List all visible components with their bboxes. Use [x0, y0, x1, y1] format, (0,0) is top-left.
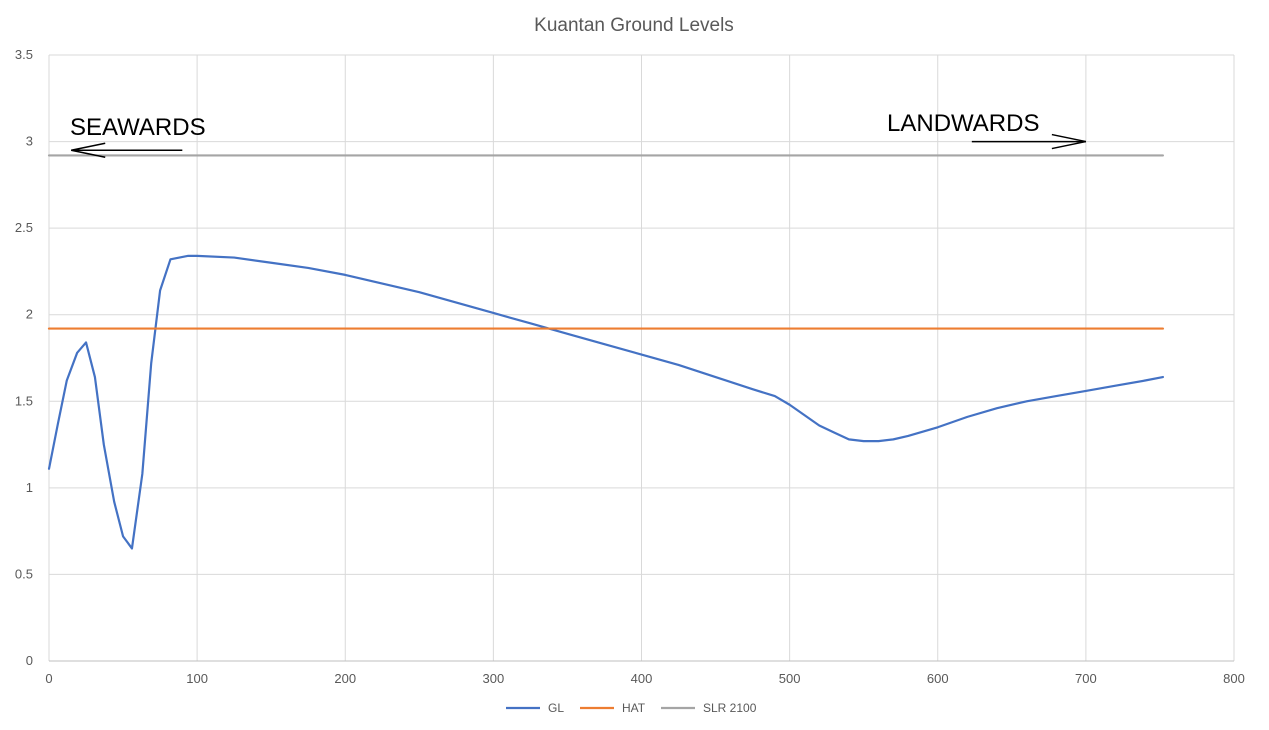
y-tick-label: 2	[26, 307, 33, 322]
landwards-annotation-text: LANDWARDS	[887, 110, 1039, 137]
x-tick-label: 0	[45, 671, 52, 686]
series-line-gl	[47, 254, 1164, 550]
x-tick-label: 300	[483, 671, 505, 686]
y-tick-label: 2.5	[15, 220, 33, 235]
annotation-arrowhead-1	[1051, 133, 1087, 150]
legend-gl-label: GL	[548, 701, 564, 715]
y-tick-label: 0.5	[15, 566, 33, 581]
x-tick-label: 200	[334, 671, 356, 686]
y-tick-label: 1	[26, 480, 33, 495]
annotation-arrowhead-0	[71, 142, 106, 158]
x-tick-label: 600	[927, 671, 949, 686]
axis-layer: 0 100 200 300 400 500 600 700 800 0 0.5 1 1.5 2 2.5 3 3.…	[15, 47, 1245, 686]
y-tick-label: 3.5	[15, 47, 33, 62]
x-tick-label: 800	[1223, 671, 1245, 686]
x-tick-label: 400	[631, 671, 653, 686]
annotation-layer: SEAWARDS LANDWARDS	[70, 110, 1087, 158]
x-tick-label: 100	[186, 671, 208, 686]
chart-title: Kuantan Ground Levels	[534, 15, 734, 36]
series-layer	[47, 154, 1164, 550]
y-tick-label: 0	[26, 653, 33, 668]
y-tick-label: 3	[26, 134, 33, 149]
y-tick-label: 1.5	[15, 393, 33, 408]
grid-layer	[48, 54, 1235, 662]
legend: GL HAT SLR 2100	[506, 701, 757, 715]
seawards-annotation-text: SEAWARDS	[70, 114, 206, 141]
legend-hat-label: HAT	[622, 701, 646, 715]
legend-slr-label: SLR 2100	[703, 701, 757, 715]
x-tick-label: 500	[779, 671, 801, 686]
x-tick-label: 700	[1075, 671, 1097, 686]
